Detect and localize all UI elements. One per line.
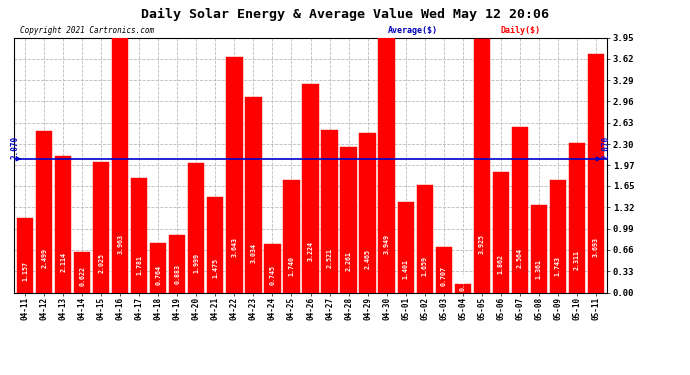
- Text: 0.129: 0.129: [460, 271, 466, 291]
- Text: 2.070: 2.070: [10, 136, 19, 159]
- Text: 3.693: 3.693: [593, 237, 599, 257]
- Bar: [511, 127, 528, 292]
- Text: 1.740: 1.740: [288, 256, 295, 276]
- Text: 2.521: 2.521: [326, 248, 333, 268]
- Bar: [55, 156, 71, 292]
- Bar: [379, 38, 395, 292]
- Text: 3.643: 3.643: [231, 237, 237, 257]
- Text: 1.743: 1.743: [555, 256, 561, 276]
- Bar: [226, 57, 242, 292]
- Bar: [550, 180, 566, 292]
- Bar: [302, 84, 319, 292]
- Text: 2.070: 2.070: [602, 136, 611, 159]
- Text: 1.659: 1.659: [422, 256, 428, 276]
- Bar: [246, 97, 262, 292]
- Text: 1.999: 1.999: [193, 253, 199, 273]
- Bar: [322, 130, 337, 292]
- Text: Daily Solar Energy & Average Value Wed May 12 20:06: Daily Solar Energy & Average Value Wed M…: [141, 8, 549, 21]
- Bar: [75, 252, 90, 292]
- Text: Copyright 2021 Cartronics.com: Copyright 2021 Cartronics.com: [20, 26, 154, 35]
- Text: 2.465: 2.465: [364, 249, 371, 268]
- Bar: [112, 37, 128, 292]
- Bar: [417, 185, 433, 292]
- Bar: [569, 143, 585, 292]
- Text: 0.622: 0.622: [79, 267, 86, 286]
- Text: 0.883: 0.883: [175, 264, 180, 284]
- Text: 3.963: 3.963: [117, 234, 124, 254]
- Bar: [150, 243, 166, 292]
- Text: 1.862: 1.862: [497, 255, 504, 274]
- Text: 3.224: 3.224: [308, 241, 313, 261]
- Text: 2.564: 2.564: [517, 248, 523, 268]
- Text: 1.401: 1.401: [402, 259, 408, 279]
- Bar: [93, 162, 110, 292]
- Text: 2.311: 2.311: [574, 250, 580, 270]
- Bar: [340, 147, 357, 292]
- Bar: [284, 180, 299, 292]
- Bar: [531, 205, 546, 292]
- Bar: [455, 284, 471, 292]
- Text: 0.745: 0.745: [270, 265, 275, 285]
- Text: 2.025: 2.025: [98, 253, 104, 273]
- Bar: [359, 134, 375, 292]
- Bar: [17, 218, 33, 292]
- Text: 1.475: 1.475: [213, 258, 219, 278]
- Bar: [588, 54, 604, 292]
- Text: 0.764: 0.764: [155, 265, 161, 285]
- Bar: [473, 39, 490, 292]
- Bar: [169, 236, 186, 292]
- Text: 2.261: 2.261: [346, 251, 351, 271]
- Text: 1.157: 1.157: [22, 261, 28, 281]
- Text: 1.781: 1.781: [137, 255, 142, 275]
- Bar: [131, 177, 148, 292]
- Bar: [493, 172, 509, 292]
- Bar: [435, 247, 452, 292]
- Bar: [207, 197, 224, 292]
- Bar: [397, 202, 414, 292]
- Text: 2.499: 2.499: [41, 248, 47, 268]
- Text: 1.361: 1.361: [535, 260, 542, 279]
- Text: 3.949: 3.949: [384, 234, 390, 254]
- Text: 0.707: 0.707: [441, 266, 446, 286]
- Text: Average($): Average($): [388, 26, 437, 35]
- Bar: [36, 131, 52, 292]
- Text: 2.114: 2.114: [60, 252, 66, 272]
- Bar: [188, 164, 204, 292]
- Text: Daily($): Daily($): [500, 26, 540, 35]
- Text: 3.034: 3.034: [250, 243, 257, 263]
- Bar: [264, 244, 281, 292]
- Text: 3.925: 3.925: [479, 234, 484, 255]
